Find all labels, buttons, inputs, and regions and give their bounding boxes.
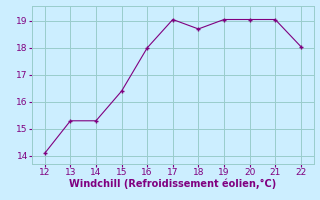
X-axis label: Windchill (Refroidissement éolien,°C): Windchill (Refroidissement éolien,°C) bbox=[69, 179, 276, 189]
